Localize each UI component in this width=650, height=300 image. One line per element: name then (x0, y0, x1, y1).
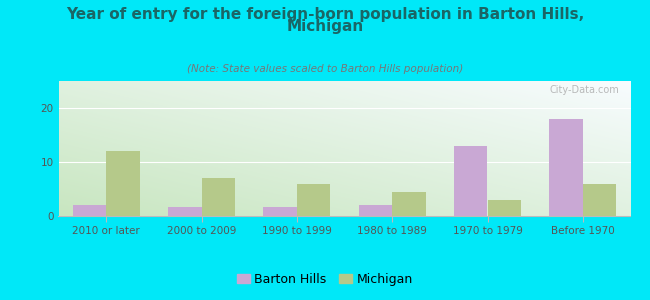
Bar (488, 200, 521, 216)
Bar (106, 151, 140, 216)
Bar (202, 178, 235, 216)
Bar (73, 205, 106, 216)
Bar (168, 207, 202, 216)
Text: Year of entry for the foreign-born population in Barton Hills,: Year of entry for the foreign-born popul… (66, 8, 584, 22)
Bar (297, 184, 330, 216)
Bar (549, 119, 583, 216)
Bar (454, 146, 488, 216)
Legend: Barton Hills, Michigan: Barton Hills, Michigan (232, 268, 418, 291)
Bar (263, 207, 297, 216)
Bar (359, 205, 392, 216)
Text: Michigan: Michigan (287, 20, 363, 34)
Bar (392, 192, 426, 216)
Text: (Note: State values scaled to Barton Hills population): (Note: State values scaled to Barton Hil… (187, 64, 463, 74)
Bar (583, 184, 616, 216)
Text: City-Data.com: City-Data.com (549, 85, 619, 95)
